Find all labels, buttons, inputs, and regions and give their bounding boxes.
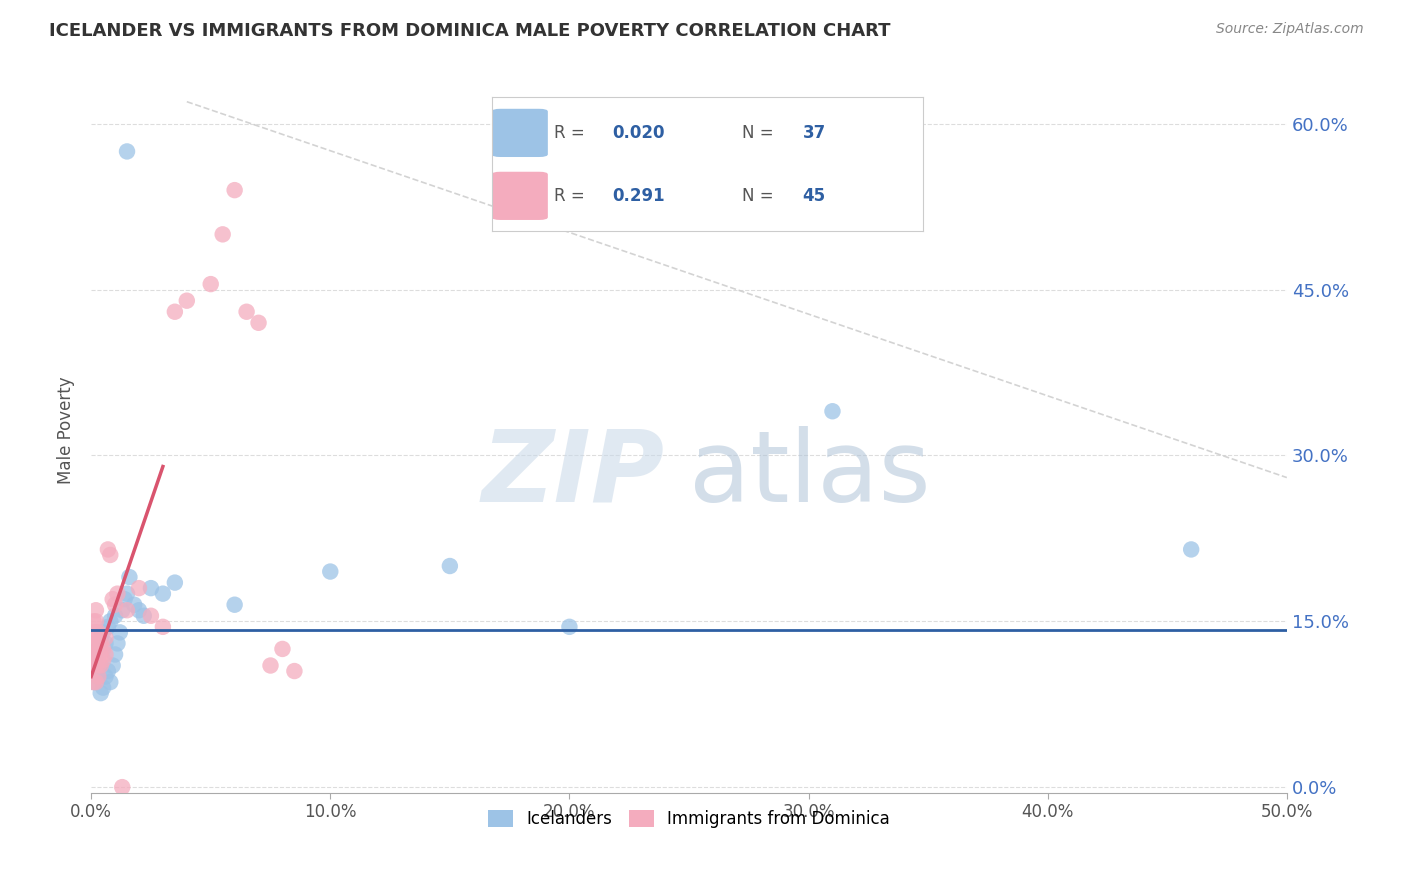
Point xyxy=(97,664,120,678)
Text: atlas: atlas xyxy=(689,425,931,523)
Text: Source: ZipAtlas.com: Source: ZipAtlas.com xyxy=(1216,22,1364,37)
Point xyxy=(84,658,107,673)
Point xyxy=(87,648,110,662)
Point xyxy=(97,620,120,634)
Point xyxy=(84,603,107,617)
Text: R =: R = xyxy=(554,186,596,205)
Point xyxy=(118,570,141,584)
Point xyxy=(91,625,114,640)
Point xyxy=(87,669,110,683)
Point xyxy=(821,404,844,418)
Point xyxy=(115,603,138,617)
Text: 45: 45 xyxy=(803,186,825,205)
Point xyxy=(101,658,124,673)
FancyBboxPatch shape xyxy=(492,109,548,157)
Point xyxy=(104,608,127,623)
Point xyxy=(98,675,121,690)
FancyBboxPatch shape xyxy=(492,172,548,220)
Point xyxy=(97,542,120,557)
Point xyxy=(94,648,117,662)
Point xyxy=(87,625,110,640)
Point xyxy=(90,686,112,700)
Point xyxy=(84,615,107,629)
Point xyxy=(211,227,233,242)
Point xyxy=(83,675,105,690)
Point xyxy=(94,669,117,683)
Point xyxy=(87,642,110,657)
Point xyxy=(107,636,129,650)
Point xyxy=(115,587,138,601)
Point xyxy=(139,581,162,595)
Point xyxy=(152,620,174,634)
Point xyxy=(271,642,294,657)
Point xyxy=(132,608,155,623)
Text: N =: N = xyxy=(742,186,779,205)
Point xyxy=(90,658,112,673)
Point xyxy=(83,658,105,673)
Point xyxy=(108,625,131,640)
Point xyxy=(83,675,105,690)
Text: ICELANDER VS IMMIGRANTS FROM DOMINICA MALE POVERTY CORRELATION CHART: ICELANDER VS IMMIGRANTS FROM DOMINICA MA… xyxy=(49,22,891,40)
Point xyxy=(163,575,186,590)
Point xyxy=(283,664,305,678)
Text: R =: R = xyxy=(554,124,591,142)
Text: 0.020: 0.020 xyxy=(613,124,665,142)
Point xyxy=(558,620,581,634)
Point xyxy=(90,636,112,650)
Point xyxy=(439,559,461,574)
Point xyxy=(128,603,150,617)
Point xyxy=(139,608,162,623)
Point xyxy=(152,587,174,601)
Point xyxy=(224,598,246,612)
Point xyxy=(83,625,105,640)
Point xyxy=(87,636,110,650)
Point xyxy=(98,615,121,629)
Y-axis label: Male Poverty: Male Poverty xyxy=(58,376,75,484)
Text: N =: N = xyxy=(742,124,779,142)
Point xyxy=(94,636,117,650)
Point xyxy=(84,648,107,662)
Point xyxy=(101,592,124,607)
Point xyxy=(84,675,107,690)
Point xyxy=(87,658,110,673)
Point xyxy=(111,603,134,617)
Point xyxy=(91,681,114,695)
Point xyxy=(84,648,107,662)
Point xyxy=(87,669,110,683)
Point xyxy=(200,277,222,292)
Point xyxy=(84,636,107,650)
Point xyxy=(91,642,114,657)
Point xyxy=(83,648,105,662)
Text: 37: 37 xyxy=(803,124,825,142)
Point xyxy=(122,598,145,612)
Legend: Icelanders, Immigrants from Dominica: Icelanders, Immigrants from Dominica xyxy=(481,804,897,835)
Point xyxy=(115,145,138,159)
Point xyxy=(224,183,246,197)
Point xyxy=(91,653,114,667)
Point xyxy=(107,587,129,601)
Point xyxy=(83,615,105,629)
Point xyxy=(163,304,186,318)
Point xyxy=(84,625,107,640)
Point xyxy=(90,631,112,645)
Point xyxy=(1180,542,1202,557)
Point xyxy=(84,658,107,673)
Point xyxy=(94,631,117,645)
Point xyxy=(90,648,112,662)
Text: ZIP: ZIP xyxy=(482,425,665,523)
Point xyxy=(83,636,105,650)
Point xyxy=(98,548,121,562)
Point xyxy=(114,592,136,607)
Point xyxy=(111,780,134,794)
Point xyxy=(104,648,127,662)
Point xyxy=(235,304,257,318)
Point xyxy=(128,581,150,595)
Text: 0.291: 0.291 xyxy=(613,186,665,205)
Point xyxy=(176,293,198,308)
Point xyxy=(259,658,281,673)
Point xyxy=(104,598,127,612)
Point xyxy=(319,565,342,579)
Point xyxy=(247,316,270,330)
